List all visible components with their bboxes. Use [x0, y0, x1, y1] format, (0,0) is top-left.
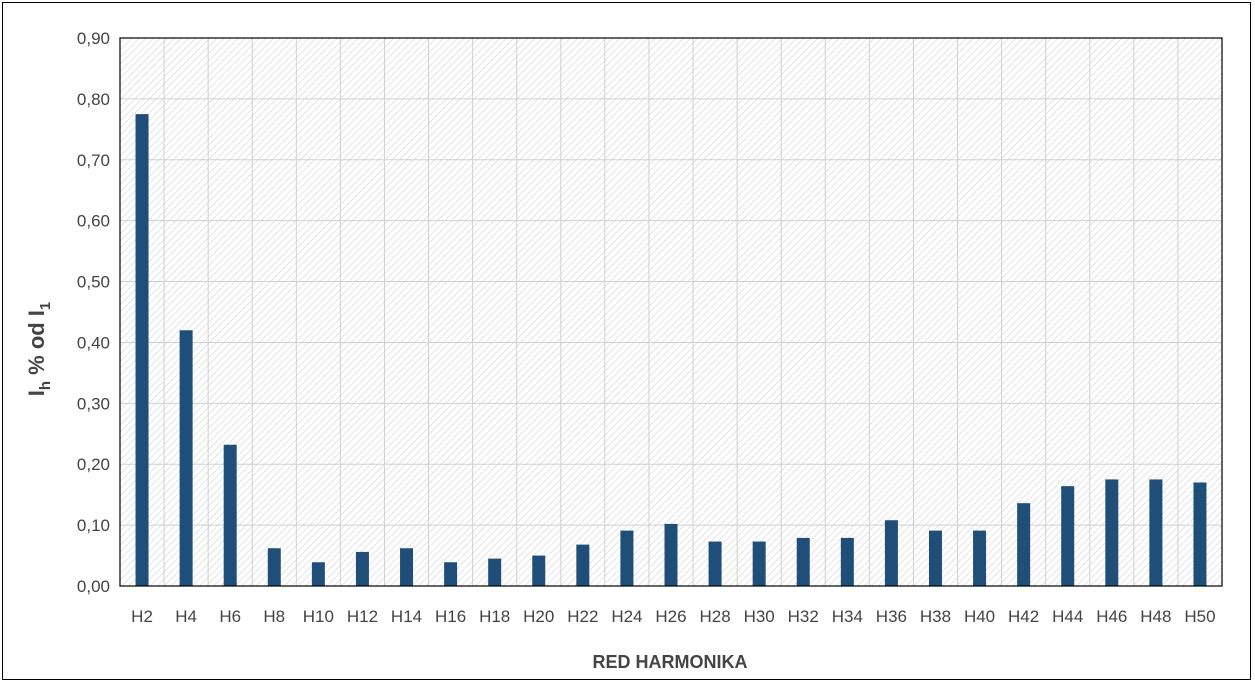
- y-tick-label: 0,60: [77, 212, 110, 231]
- bar-h42: [1017, 503, 1031, 586]
- x-tick-label: H28: [699, 607, 730, 626]
- x-axis-title: RED HARMONIKA: [593, 652, 748, 672]
- x-tick-label: H30: [744, 607, 775, 626]
- x-tick-label: H18: [479, 607, 510, 626]
- y-tick-label: 0,10: [77, 516, 110, 535]
- plot-border: [119, 37, 1223, 587]
- bar-h24: [620, 530, 634, 586]
- bar-h18: [488, 558, 502, 586]
- x-tick-label: H14: [391, 607, 422, 626]
- y-tick-label: 0,50: [77, 273, 110, 292]
- x-tick-label: H32: [788, 607, 819, 626]
- x-tick-label: H22: [567, 607, 598, 626]
- bar-h50: [1193, 482, 1207, 586]
- y-tick-label: 0,70: [77, 151, 110, 170]
- x-tick-label: H12: [347, 607, 378, 626]
- bar-h16: [444, 562, 458, 586]
- bar-h12: [355, 551, 369, 586]
- y-tick-labels: 0,00 0,10 0,20 0,30 0,40 0,50 0,60 0,70 0,80 0,90: [77, 29, 110, 596]
- bar-h8: [267, 548, 281, 586]
- x-tick-label: H10: [303, 607, 334, 626]
- bar-h14: [400, 548, 414, 586]
- x-tick-label: H48: [1140, 607, 1171, 626]
- bar-h22: [576, 544, 590, 586]
- x-tick-label: H26: [655, 607, 686, 626]
- bar-h38: [928, 530, 942, 586]
- y-tick-label: 0,40: [77, 333, 110, 352]
- y-axis-title-mid: % od I: [24, 310, 49, 381]
- x-tick-labels: H2 H4 H6 H8 H10 H12 H14 H16 H18 H20 H22 H24 H26 H28 H3…: [131, 607, 1215, 626]
- x-tick-label: H34: [832, 607, 863, 626]
- x-tick-label: H40: [964, 607, 995, 626]
- y-tick-label: 0,20: [77, 455, 110, 474]
- bar-h20: [532, 555, 546, 586]
- bar-h10: [311, 562, 325, 586]
- y-axis-title-sub1: h: [37, 381, 54, 390]
- x-tick-label: H4: [175, 607, 197, 626]
- x-tick-label: H16: [435, 607, 466, 626]
- y-tick-label: 0,90: [77, 29, 110, 48]
- x-tick-label: H2: [131, 607, 153, 626]
- bar-h34: [840, 537, 854, 586]
- x-tick-label: H36: [876, 607, 907, 626]
- y-tick-label: 0,30: [77, 394, 110, 413]
- bar-h46: [1105, 479, 1119, 586]
- y-tick-label: 0,80: [77, 90, 110, 109]
- bar-h30: [752, 541, 766, 586]
- bar-h4: [179, 330, 193, 586]
- bars: [135, 114, 1207, 586]
- x-tick-label: H6: [219, 607, 241, 626]
- bar-h36: [884, 520, 898, 586]
- y-axis-title-main: I: [24, 390, 49, 396]
- x-tick-label: H44: [1052, 607, 1083, 626]
- y-tick-label: 0,00: [77, 577, 110, 596]
- bar-h26: [664, 523, 678, 586]
- bar-h28: [708, 541, 722, 586]
- x-tick-label: H38: [920, 607, 951, 626]
- bar-h2: [135, 114, 149, 586]
- bar-h40: [973, 530, 987, 586]
- plot-area: [120, 38, 1222, 586]
- x-tick-label: H24: [611, 607, 642, 626]
- x-tick-label: H46: [1096, 607, 1127, 626]
- bar-h48: [1149, 479, 1163, 586]
- x-tick-label: H42: [1008, 607, 1039, 626]
- x-tick-label: H8: [263, 607, 285, 626]
- bar-h32: [796, 537, 810, 586]
- x-tick-label: H50: [1184, 607, 1215, 626]
- x-tick-label: H20: [523, 607, 554, 626]
- y-axis-title: Ih % od I1: [24, 302, 54, 397]
- y-axis-title-sub2: 1: [37, 302, 54, 310]
- bar-h44: [1061, 486, 1075, 586]
- bar-h6: [223, 444, 237, 586]
